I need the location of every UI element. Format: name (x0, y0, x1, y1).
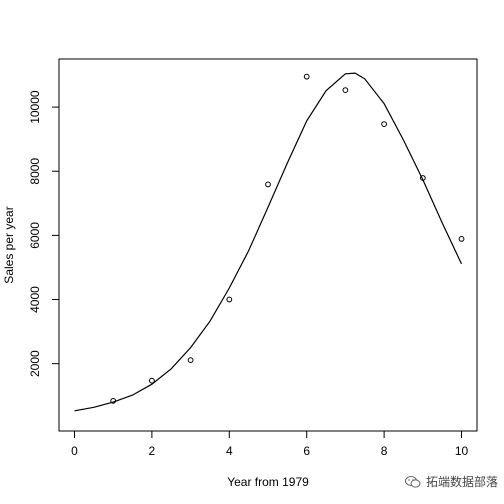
data-point (187, 357, 194, 364)
wechat-icon (404, 475, 421, 488)
data-point (265, 181, 271, 188)
y-axis-title: Sales per year (2, 206, 16, 283)
fitted-curve (74, 72, 463, 412)
y-tick-label: 4000 (28, 286, 42, 313)
x-tick-label: 8 (381, 444, 388, 458)
y-tick-label: 8000 (28, 158, 42, 185)
y-axis: 2000 4000 6000 8000 10000 (28, 90, 60, 377)
data-point (458, 236, 465, 242)
data-point (381, 121, 388, 127)
x-axis: 0 2 4 6 8 10 (71, 430, 469, 458)
x-tick-label: 6 (303, 444, 310, 458)
x-tick-label: 2 (149, 444, 156, 458)
data-points (110, 73, 465, 404)
data-point (226, 296, 233, 303)
x-axis-title: Year from 1979 (227, 475, 309, 489)
y-tick-label: 6000 (28, 222, 42, 249)
watermark: 拓端数据部落 (404, 473, 498, 490)
y-tick-label: 10000 (28, 90, 42, 124)
data-point (419, 175, 426, 181)
data-point (110, 397, 117, 404)
x-tick-label: 10 (455, 444, 469, 458)
x-tick-label: 4 (226, 444, 233, 458)
data-point (303, 73, 310, 80)
x-tick-label: 0 (71, 444, 78, 458)
plot-area-frame (58, 58, 478, 432)
watermark-text: 拓端数据部落 (425, 475, 498, 489)
data-point (148, 377, 155, 384)
y-tick-label: 2000 (28, 350, 42, 377)
data-point (342, 87, 349, 94)
